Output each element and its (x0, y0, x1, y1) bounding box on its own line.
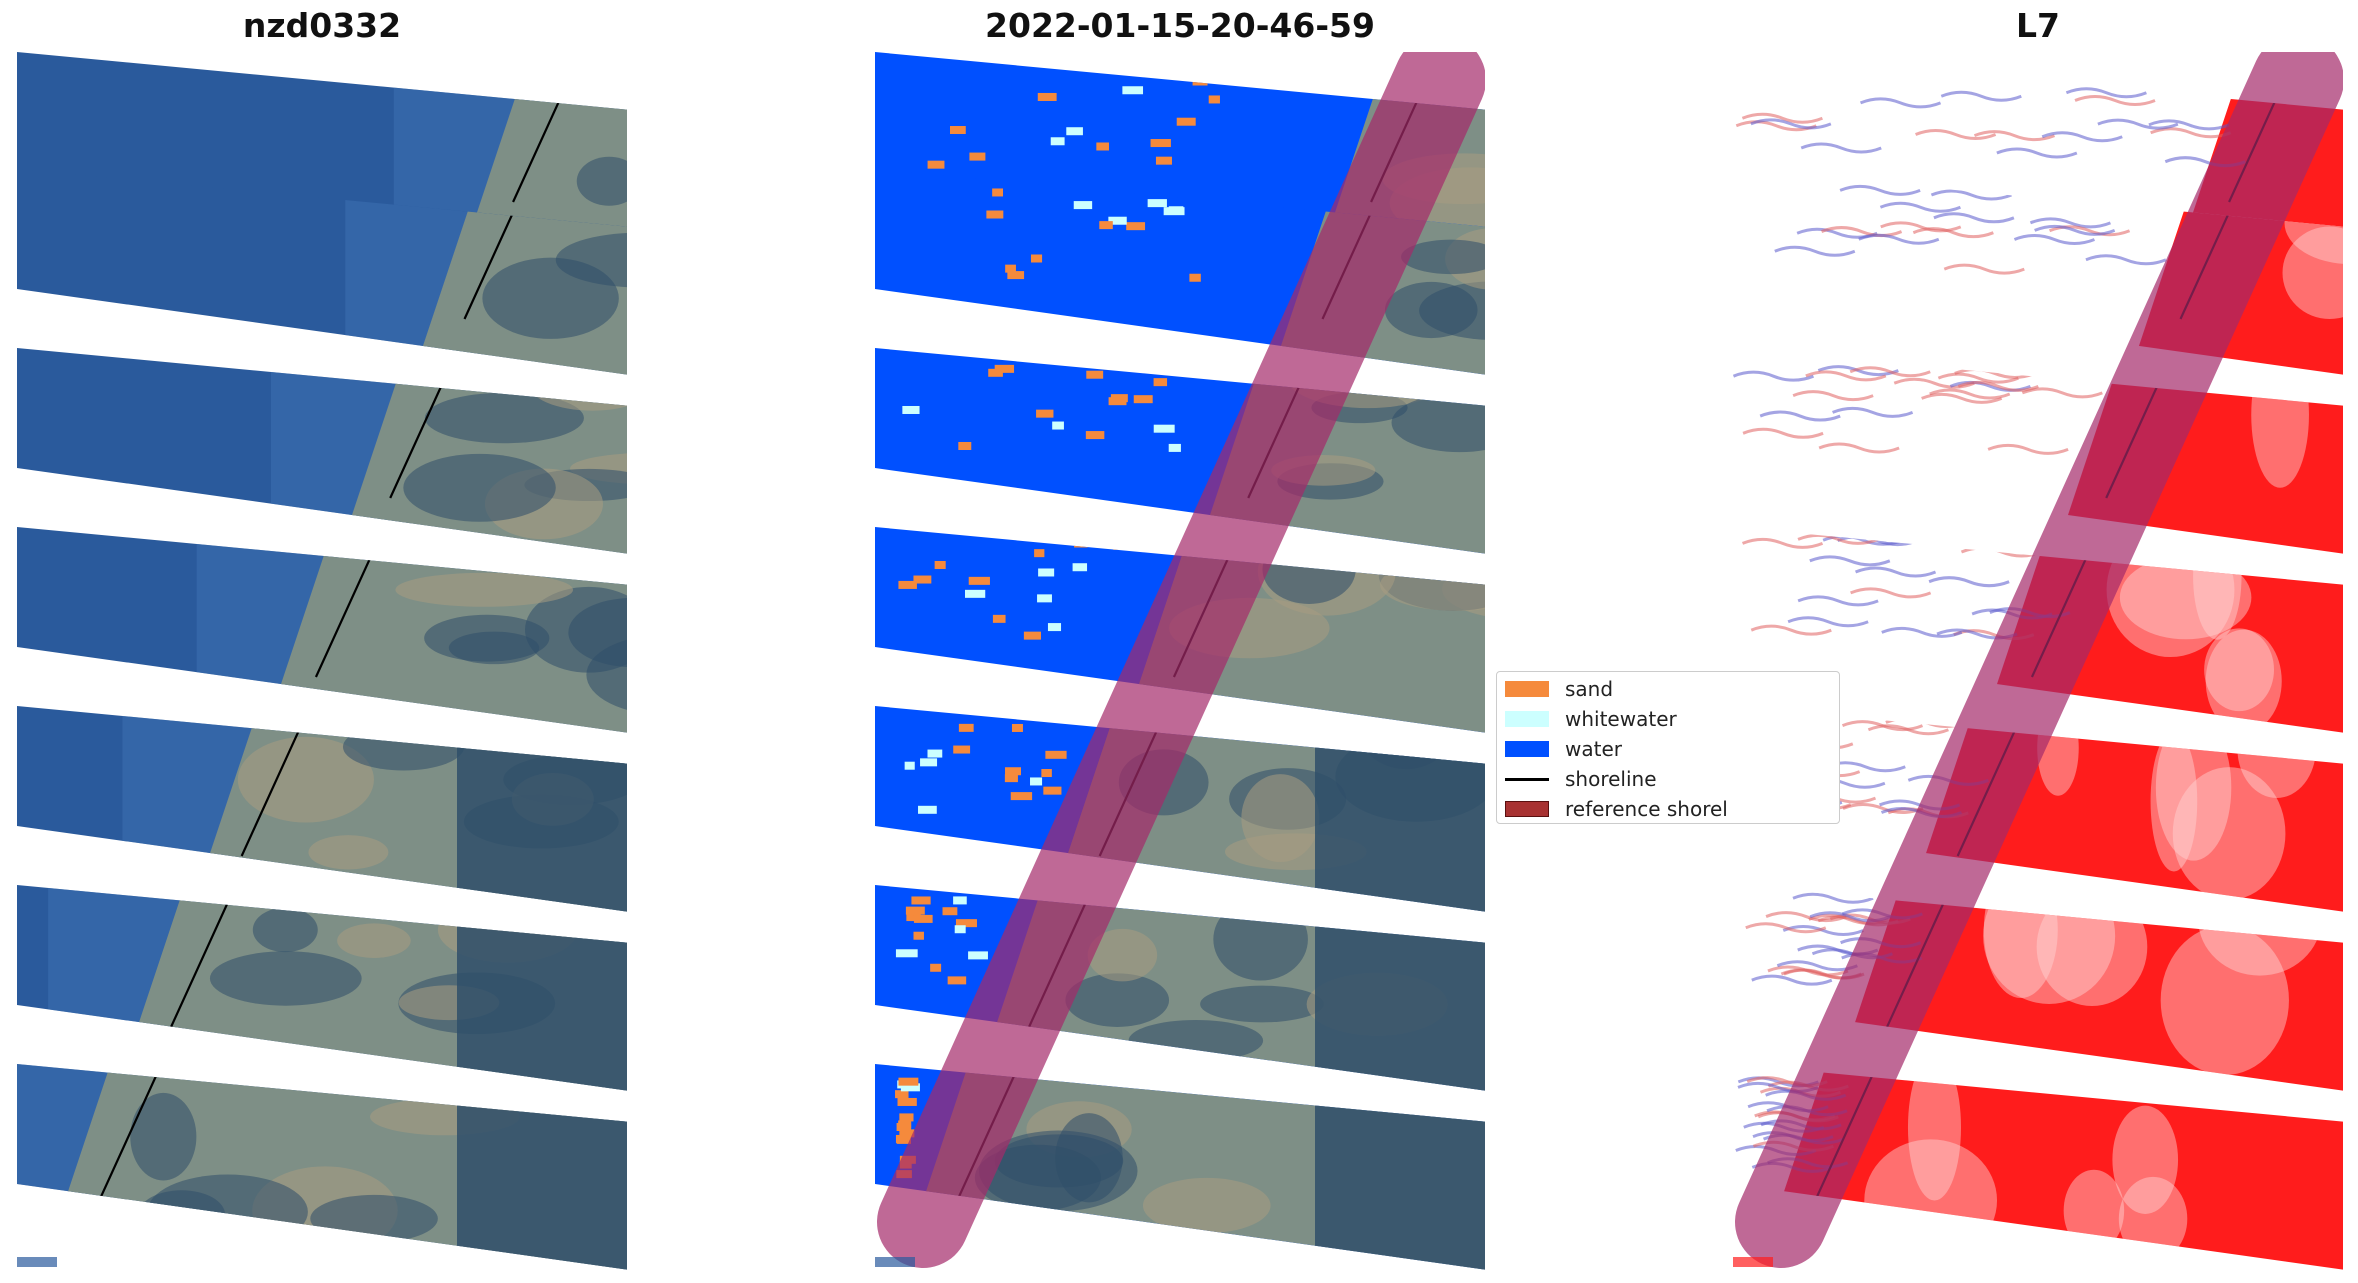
shoreline-segment (166, 885, 237, 1036)
panel-title-index: L7 (2016, 6, 2060, 45)
image-strip (17, 1064, 627, 1270)
legend: sand whitewater water shoreline referenc… (1496, 671, 1840, 824)
whitewater-swatch-icon (1505, 711, 1549, 727)
panel-title-rgb: nzd0332 (242, 6, 402, 45)
legend-label: sand (1565, 677, 1614, 701)
classified-image-panel (875, 52, 1485, 1270)
shoreline-segment (92, 1064, 163, 1215)
legend-item-reference-shoreline: reference shorel (1505, 794, 1728, 823)
shoreline-line-icon (1505, 777, 1549, 781)
legend-item-sand: sand (1505, 674, 1613, 704)
image-strip (17, 706, 627, 912)
legend-item-shoreline: shoreline (1505, 764, 1657, 794)
rgb-image-panel (17, 52, 627, 1270)
legend-item-water: water (1505, 734, 1622, 764)
legend-label: reference shorel (1565, 797, 1728, 821)
index-image-panel (1733, 52, 2343, 1270)
reference-shoreline-buffer (877, 52, 1485, 1268)
legend-label: shoreline (1565, 767, 1657, 791)
panel-title-classified: 2022-01-15-20-46-59 (985, 6, 1375, 45)
legend-label: water (1565, 737, 1622, 761)
legend-label: whitewater (1565, 707, 1677, 731)
reference-shoreline-swatch-icon (1505, 801, 1549, 817)
sand-swatch-icon (1505, 681, 1549, 697)
legend-item-whitewater: whitewater (1505, 704, 1677, 734)
water-swatch-icon (1505, 741, 1549, 757)
reference-shoreline-buffer (1735, 52, 2343, 1268)
